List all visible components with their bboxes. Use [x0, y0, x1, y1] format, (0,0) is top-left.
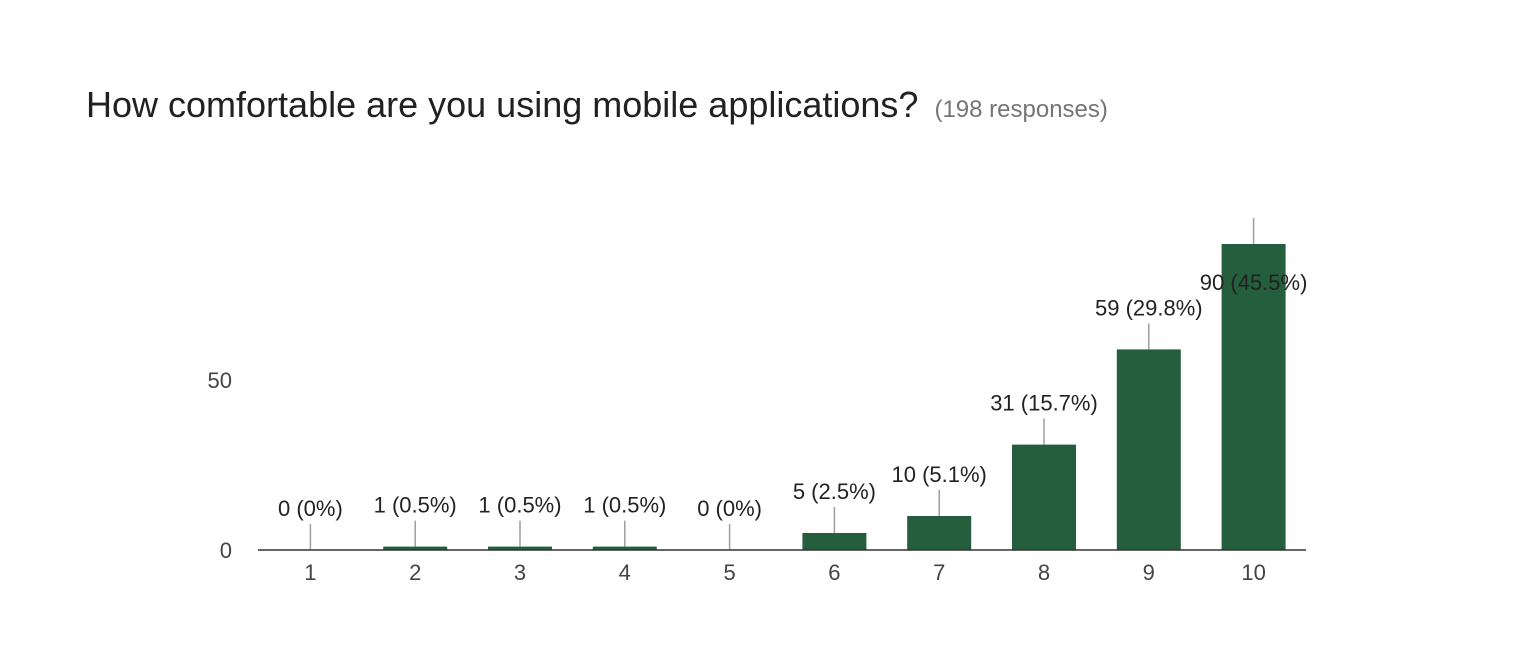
x-tick-label: 10	[1241, 560, 1265, 585]
data-label: 0 (0%)	[697, 496, 762, 521]
y-tick-label: 50	[208, 368, 232, 393]
data-label: 0 (0%)	[278, 496, 343, 521]
data-label: 1 (0.5%)	[374, 493, 457, 518]
chart-header: How comfortable are you using mobile app…	[86, 84, 1108, 126]
data-label: 1 (0.5%)	[583, 493, 666, 518]
bar	[383, 546, 448, 550]
bar	[488, 546, 552, 550]
x-tick-label: 9	[1143, 560, 1155, 585]
x-tick-label: 1	[304, 560, 316, 585]
bar	[1116, 349, 1181, 550]
x-tick-label: 2	[409, 560, 421, 585]
bar	[1012, 444, 1076, 550]
y-tick-label: 0	[220, 538, 232, 563]
bar	[1221, 244, 1286, 550]
x-tick-label: 6	[828, 560, 840, 585]
data-label: 31 (15.7%)	[990, 391, 1098, 416]
x-tick-label: 8	[1038, 560, 1050, 585]
chart-title: How comfortable are you using mobile app…	[86, 84, 919, 125]
data-label: 5 (2.5%)	[793, 479, 876, 504]
bar	[802, 533, 867, 550]
bar	[907, 516, 972, 550]
data-label: 90 (45.5%)	[1200, 270, 1308, 295]
data-label: 59 (29.8%)	[1095, 295, 1203, 320]
data-label: 1 (0.5%)	[478, 493, 561, 518]
x-tick-label: 7	[933, 560, 945, 585]
x-tick-label: 4	[619, 560, 631, 585]
x-tick-label: 3	[514, 560, 526, 585]
bar	[592, 546, 657, 550]
response-count: (198 responses)	[934, 96, 1108, 123]
data-label: 10 (5.1%)	[892, 462, 987, 487]
x-tick-label: 5	[723, 560, 735, 585]
